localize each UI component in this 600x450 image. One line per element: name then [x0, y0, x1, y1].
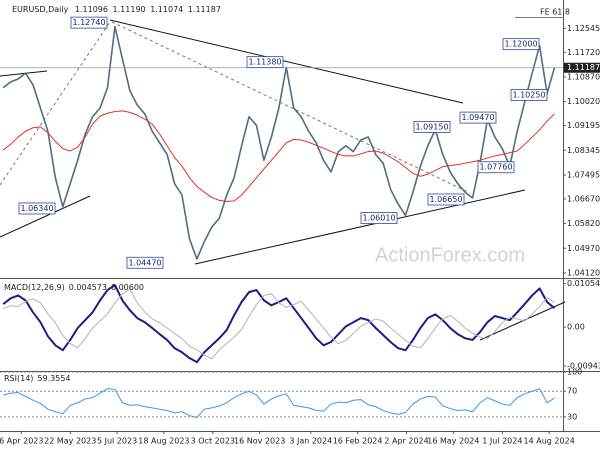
y-tick-label: 1.07495 [567, 170, 600, 179]
header: EURUSD,Daily 1.11096 1.11190 1.11074 1.1… [12, 5, 221, 14]
series-line [2, 110, 555, 203]
annotation-box [427, 193, 465, 206]
annotation-box [502, 38, 540, 51]
indicator-header: MACD(12,26,9) 0.004573 0.00600 [4, 283, 144, 292]
trendline [0, 195, 91, 238]
watermark: ActionForex.com [375, 244, 525, 266]
y-tick-label: 1.05820 [567, 219, 600, 228]
trendline [0, 21, 111, 186]
y-tick-label: 100 [567, 368, 582, 377]
annotation-box [126, 256, 164, 269]
annotation-label: 1.09470 [461, 113, 494, 122]
indicator-header: RSI(14) 59.3554 [4, 374, 71, 383]
annotation-label: 1.06650 [429, 195, 462, 204]
indicator-reading: 0.00600 [111, 283, 144, 292]
x-tick-label: 2 Apr 2024 [384, 437, 428, 446]
annotation-box [477, 161, 515, 174]
trendline [194, 189, 526, 265]
current-price-box [564, 62, 600, 73]
annotation-label: 1.12000 [504, 40, 537, 49]
series-line [2, 25, 556, 260]
annotation-box [510, 89, 548, 101]
annotation-label: 1.07760 [479, 163, 512, 172]
annotation-box [246, 56, 284, 69]
ohlc-open: 1.11096 [75, 5, 108, 14]
y-tick-label: -0.009435 [567, 362, 600, 371]
annotation-label: 1.04470 [128, 258, 161, 267]
trendline [0, 70, 48, 77]
y-tick-label: 30 [567, 412, 577, 421]
x-tick-label: 1 Jul 2024 [482, 437, 522, 446]
annotation-label: 1.09150 [415, 122, 448, 131]
y-tick-label: 1.10020 [567, 97, 600, 106]
x-tick-label: 18 Aug 2023 [138, 437, 189, 446]
ohlc-low: 1.11074 [150, 5, 183, 14]
indicator-title: RSI(14) [4, 374, 33, 383]
indicator-reading: 59.3554 [37, 374, 70, 383]
y-tick-label: 1.06670 [567, 194, 600, 203]
y-tick-label: 1.04970 [567, 244, 600, 253]
annotation-box [413, 120, 451, 133]
ohlc-high: 1.11190 [113, 5, 146, 14]
series-line [2, 284, 556, 364]
ohlc-close: 1.11187 [188, 5, 221, 14]
indicator-reading: 0.004573 [69, 283, 107, 292]
x-tick-label: 16 May 2024 [427, 437, 479, 446]
trendline [479, 301, 566, 341]
y-tick-label: 1.10870 [567, 72, 600, 81]
annotation-box [18, 202, 56, 215]
series-line [3, 288, 555, 360]
current-price-label: 1.11187 [567, 63, 600, 72]
annotation-box [459, 111, 497, 124]
trendline [109, 19, 464, 104]
x-tick-label: 16 Feb 2024 [333, 437, 383, 446]
annotation-box [360, 212, 398, 224]
annotation-box [70, 16, 108, 29]
trendlines [0, 17, 566, 341]
annotation-label: 1.06340 [20, 204, 53, 213]
x-tick-label: 3 Oct 2023 [191, 437, 235, 446]
y-tick-label: 1.08345 [567, 146, 600, 155]
y-tick-label: 1.04120 [567, 268, 600, 277]
x-tick-label: 3 Jan 2024 [289, 437, 332, 446]
y-tick-label: 1.11720 [567, 48, 600, 57]
y-tick-label: 0.01054 [567, 279, 600, 288]
x-tick-label: 16 Nov 2023 [234, 437, 285, 446]
series-line [3, 388, 555, 419]
y-tick-label: 1.12545 [567, 24, 600, 33]
y-tick-label: 70 [567, 387, 577, 396]
x-tick-label: 22 May 2023 [44, 437, 96, 446]
indicator-title: MACD(12,26,9) [4, 283, 65, 292]
annotation-label: 1.12740 [72, 18, 105, 27]
x-tick-label: 14 Aug 2024 [524, 437, 575, 446]
annotation-label: 1.10250 [512, 90, 545, 99]
annotation-label: 1.11380 [248, 58, 281, 67]
fe-label: FE 61.8 [540, 8, 570, 17]
annotation-label: 1.06010 [362, 214, 395, 223]
y-tick-label: 0.00 [567, 323, 585, 332]
symbol: EURUSD,Daily [12, 5, 69, 14]
x-tick-label: 6 Apr 2023 [0, 437, 43, 446]
y-tick-label: 1.09195 [567, 121, 600, 130]
x-tick-label: 5 Jul 2023 [97, 437, 137, 446]
